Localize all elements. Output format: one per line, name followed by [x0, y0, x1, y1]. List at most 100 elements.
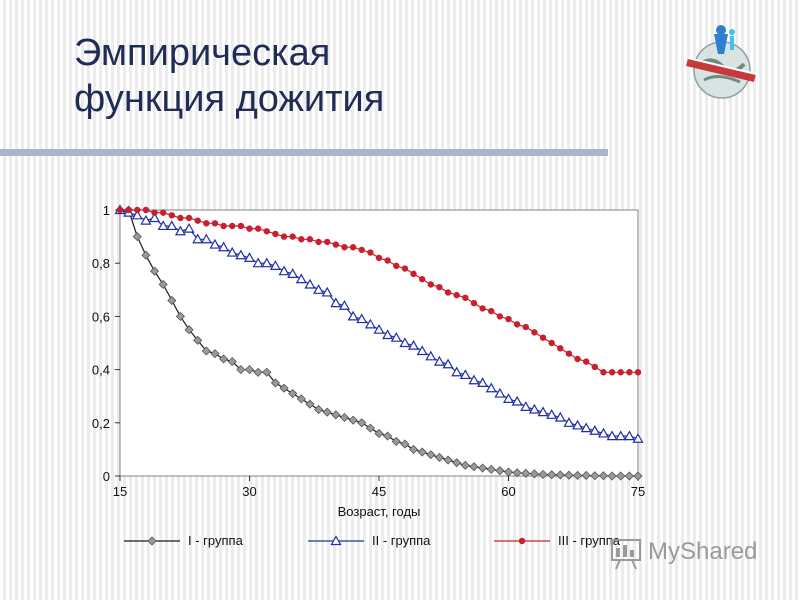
data-point-series-1	[167, 295, 177, 306]
data-point-series-1	[564, 470, 574, 480]
data-point-series-1	[434, 452, 444, 462]
data-point-series-2	[200, 233, 212, 244]
data-point-series-3	[401, 265, 409, 272]
data-point-series-1	[339, 412, 350, 423]
x-tick-label: 75	[631, 484, 645, 499]
data-point-series-1	[521, 468, 531, 478]
data-point-series-2	[382, 329, 394, 340]
data-point-series-2	[546, 409, 558, 419]
data-point-series-3	[358, 246, 365, 254]
data-point-series-3	[393, 262, 400, 270]
data-point-series-2	[468, 374, 480, 385]
data-point-series-2	[580, 422, 592, 433]
data-point-series-1	[322, 407, 332, 417]
data-point-series-3	[116, 206, 124, 214]
data-point-series-3	[349, 244, 357, 251]
data-point-series-2	[572, 419, 584, 430]
data-point-series-3	[505, 315, 512, 323]
data-point-series-3	[418, 275, 426, 283]
data-point-series-3	[470, 299, 478, 307]
data-point-series-3	[453, 291, 460, 299]
data-point-series-1	[633, 471, 643, 481]
data-point-series-3	[272, 230, 279, 238]
data-point-series-2	[243, 252, 256, 262]
data-point-series-1	[573, 470, 583, 481]
data-point-series-3	[211, 220, 219, 227]
data-point-series-1	[581, 470, 591, 481]
data-point-series-1	[598, 471, 609, 481]
data-point-series-2	[209, 238, 221, 249]
data-point-series-2	[338, 300, 350, 310]
data-point-series-1	[512, 468, 522, 478]
data-point-series-2	[157, 220, 169, 231]
y-tick-label: 0	[103, 469, 110, 484]
slide-title-line-2: функция дожития	[74, 78, 385, 120]
data-point-series-3	[134, 206, 141, 214]
data-point-series-2	[589, 425, 601, 435]
data-point-series-2	[295, 273, 307, 284]
data-point-series-3	[289, 233, 296, 240]
legend-label-3: III - группа	[558, 533, 621, 548]
data-point-series-2	[494, 387, 506, 398]
legend-label-1: I - группа	[188, 533, 244, 548]
data-point-series-3	[444, 289, 452, 296]
data-point-series-3	[488, 307, 495, 315]
data-point-series-1	[201, 346, 211, 356]
data-point-series-3	[410, 270, 417, 278]
data-point-series-1	[607, 471, 617, 481]
data-point-series-1	[244, 365, 255, 375]
survival-chart: 0 0,2 0,4 0,6 0,8 1 15 30 45 60 75 Возраст, годы I -…	[92, 203, 645, 548]
data-point-series-1	[495, 466, 505, 476]
y-tick-label: 0,6	[92, 309, 110, 324]
data-point-series-2	[330, 297, 342, 308]
legend-label-2: II - группа	[372, 533, 431, 548]
data-point-series-3	[591, 363, 599, 371]
legend-marker-3	[518, 537, 526, 545]
data-point-series-3	[634, 369, 642, 376]
data-point-series-1	[374, 428, 384, 439]
data-point-series-2	[313, 284, 325, 294]
data-point-series-1	[331, 410, 341, 420]
data-point-series-2	[408, 339, 420, 350]
data-point-series-1	[391, 436, 401, 446]
data-point-series-2	[554, 411, 566, 422]
data-point-series-3	[513, 321, 521, 328]
data-point-series-1	[305, 399, 315, 409]
data-point-series-3	[367, 249, 374, 256]
data-point-series-2	[632, 433, 644, 443]
data-point-series-2	[149, 212, 161, 223]
data-point-series-1	[486, 464, 496, 474]
data-point-series-1	[529, 469, 539, 479]
data-point-series-3	[159, 209, 167, 216]
data-point-series-3	[608, 369, 616, 376]
data-point-series-3	[315, 238, 322, 246]
presentation-board-icon	[611, 539, 641, 570]
data-point-series-2	[131, 209, 143, 220]
watermark-text: MyShared	[648, 538, 758, 565]
data-point-series-3	[341, 244, 348, 251]
data-point-series-3	[151, 209, 158, 216]
legend-marker-2	[330, 535, 342, 546]
slide-title: Эмпирическая функция дожития	[74, 30, 384, 122]
data-point-series-3	[626, 369, 633, 376]
data-point-series-2	[442, 358, 454, 369]
slide-title-line-1: Эмпирическая	[74, 32, 331, 74]
data-point-series-1	[279, 383, 289, 393]
x-axis-label: Возраст, годы	[338, 504, 421, 519]
data-point-series-1	[175, 311, 185, 321]
data-point-series-1	[590, 471, 600, 481]
data-point-series-2	[192, 233, 204, 244]
title-divider	[0, 149, 608, 156]
data-point-series-1	[158, 279, 168, 290]
y-tick-label: 0,8	[92, 256, 110, 271]
data-point-series-1	[236, 365, 246, 375]
data-point-series-1	[547, 470, 557, 480]
data-point-series-1	[141, 250, 151, 260]
data-point-series-2	[226, 246, 238, 257]
data-point-series-1	[227, 357, 237, 367]
data-point-series-3	[539, 334, 547, 341]
x-tick-label: 45	[372, 484, 386, 499]
data-point-series-2	[537, 406, 549, 417]
data-point-series-1	[219, 354, 229, 364]
data-point-series-3	[229, 222, 236, 230]
